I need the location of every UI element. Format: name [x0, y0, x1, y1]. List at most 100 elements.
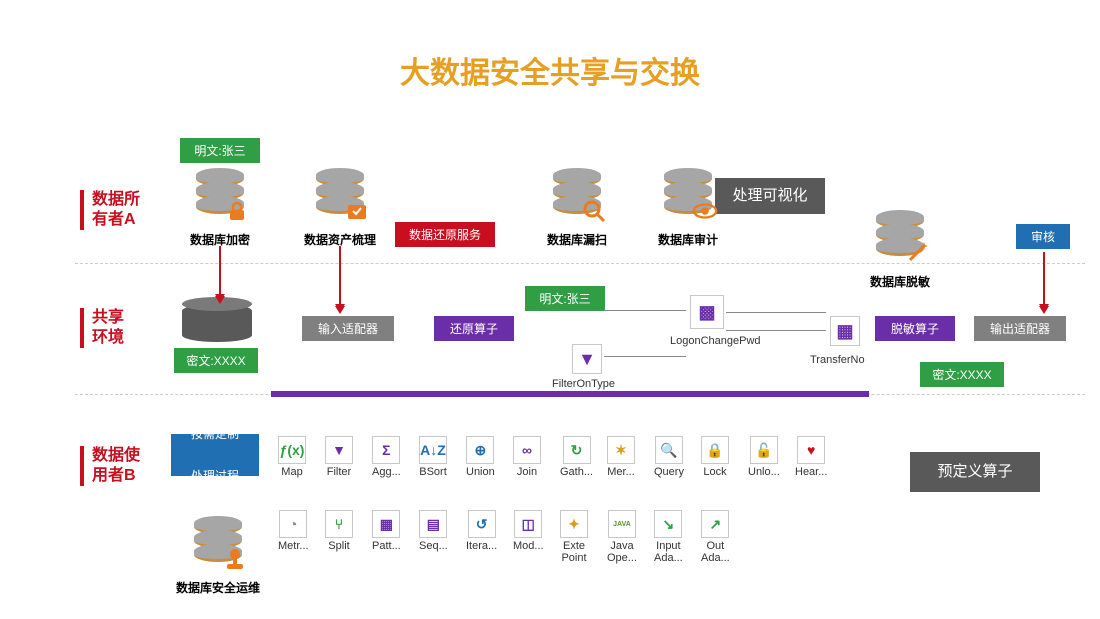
arrow-0	[219, 246, 221, 296]
operator-label: Hear...	[795, 466, 827, 478]
flow-node: ▩	[690, 295, 724, 329]
operator-icon: JAVA	[608, 510, 636, 538]
badge-cipher_a: 密文:XXXX	[174, 348, 258, 373]
operator-label: Java Ope...	[607, 540, 637, 564]
operator-metr[interactable]: ◔ Metr...	[278, 510, 309, 552]
flow-label: TransferNo	[810, 354, 865, 366]
operator-label: Metr...	[278, 540, 309, 552]
row-label-user: 数据使用者B	[80, 446, 140, 486]
operator-label: Patt...	[372, 540, 401, 552]
operator-join[interactable]: ∞ Join	[513, 436, 541, 478]
operator-icon: 🔍	[655, 436, 683, 464]
db-caption: 数据库审计	[648, 231, 728, 248]
flow-node: ▦	[830, 316, 860, 346]
operator-extepoint[interactable]: ✦Exte Point	[560, 510, 588, 564]
operator-icon: ♥	[797, 436, 825, 464]
badge-restore_op: 还原算子	[434, 316, 514, 341]
flow-label: LogonChangePwd	[670, 335, 761, 347]
operator-icon: ⑂	[325, 510, 353, 538]
operator-label: Mod...	[513, 540, 544, 552]
db-item-1: 数据资产梳理	[316, 168, 396, 240]
badge-output_adapter: 输出适配器	[974, 316, 1066, 341]
operator-label: Agg...	[372, 466, 401, 478]
operator-label: Union	[466, 466, 495, 478]
operator-icon: ✦	[560, 510, 588, 538]
operator-mer[interactable]: ✶ Mer...	[607, 436, 635, 478]
operator-label: Lock	[701, 466, 729, 478]
operator-label: Input Ada...	[654, 540, 683, 564]
row-label-owner: 数据所有者A	[80, 190, 140, 230]
operator-label: Itera...	[466, 540, 497, 552]
operator-seq[interactable]: ▤ Seq...	[419, 510, 448, 552]
operator-icon: ✶	[607, 436, 635, 464]
operator-label: Mer...	[607, 466, 635, 478]
operator-label: Gath...	[560, 466, 593, 478]
operator-patt[interactable]: ▦ Patt...	[372, 510, 401, 552]
flow-node: ▼	[572, 344, 602, 374]
badge-custom: 按需定制 处理过程	[171, 434, 259, 476]
operator-outada[interactable]: ↗Out Ada...	[701, 510, 730, 564]
operator-label: Seq...	[419, 540, 448, 552]
row-label-share: 共享环境	[80, 308, 124, 348]
operator-mod[interactable]: ◫ Mod...	[513, 510, 544, 552]
operator-icon: A↓Z	[419, 436, 447, 464]
operator-icon: ↗	[701, 510, 729, 538]
flow-connector	[604, 356, 686, 357]
db-item-3: 数据库审计	[664, 168, 744, 240]
db-caption: 数据库脱敏	[860, 273, 940, 290]
operator-query[interactable]: 🔍 Query	[654, 436, 684, 478]
operator-label: Join	[513, 466, 541, 478]
badge-desens_op: 脱敏算子	[875, 316, 955, 341]
operator-label: Out Ada...	[701, 540, 730, 564]
operator-icon: 🔓	[750, 436, 778, 464]
operator-label: BSort	[419, 466, 447, 478]
operator-icon: ▦	[372, 510, 400, 538]
operator-icon: Σ	[372, 436, 400, 464]
operator-icon: ◫	[514, 510, 542, 538]
operator-label: Map	[278, 466, 306, 478]
operator-label: Unlo...	[748, 466, 780, 478]
db-item-0: 数据库加密	[196, 168, 276, 240]
badge-predef: 预定义算子	[910, 452, 1040, 492]
operator-javaope[interactable]: JAVAJava Ope...	[607, 510, 637, 564]
operator-lock[interactable]: 🔒 Lock	[701, 436, 729, 478]
operator-agg[interactable]: Σ Agg...	[372, 436, 401, 478]
operator-icon: ▼	[325, 436, 353, 464]
operator-icon: ↘	[654, 510, 682, 538]
db-caption: 数据库漏扫	[537, 231, 617, 248]
operator-itera[interactable]: ↺Itera...	[466, 510, 497, 552]
db-item-4: 数据库脱敏	[876, 210, 956, 282]
operator-inputada[interactable]: ↘Input Ada...	[654, 510, 683, 564]
flow-label: FilterOnType	[552, 378, 615, 390]
flow-connector	[604, 310, 686, 311]
operator-unlo[interactable]: 🔓 Unlo...	[748, 436, 780, 478]
arrow-2	[1043, 252, 1045, 306]
db-item-2: 数据库漏扫	[553, 168, 633, 240]
share-cylinder	[182, 304, 252, 342]
operator-map[interactable]: ƒ(x) Map	[278, 436, 306, 478]
operator-union[interactable]: ⊕Union	[466, 436, 495, 478]
operator-icon: ◔	[279, 510, 307, 538]
badge-input_adapter: 输入适配器	[302, 316, 394, 341]
operator-label: Exte Point	[560, 540, 588, 564]
operator-icon: ƒ(x)	[278, 436, 306, 464]
operator-hear[interactable]: ♥ Hear...	[795, 436, 827, 478]
operator-label: Query	[654, 466, 684, 478]
operator-label: Filter	[325, 466, 353, 478]
operator-bsort[interactable]: A↓Z BSort	[419, 436, 447, 478]
operator-icon: ▤	[419, 510, 447, 538]
badge-plain_b: 明文:张三	[525, 286, 605, 311]
badge-cipher_b: 密文:XXXX	[920, 362, 1004, 387]
page-title: 大数据安全共享与交换	[0, 48, 1100, 92]
badge-restore_svc: 数据还原服务	[395, 222, 495, 247]
operator-label: Split	[325, 540, 353, 552]
operator-icon: 🔒	[701, 436, 729, 464]
operator-icon: ↻	[563, 436, 591, 464]
badge-plain_a: 明文:张三	[180, 138, 260, 163]
arrow-1	[339, 246, 341, 306]
operator-gath[interactable]: ↻ Gath...	[560, 436, 593, 478]
operator-filter[interactable]: ▼ Filter	[325, 436, 353, 478]
operator-split[interactable]: ⑂ Split	[325, 510, 353, 552]
flow-connector	[726, 312, 826, 313]
operator-icon: ∞	[513, 436, 541, 464]
